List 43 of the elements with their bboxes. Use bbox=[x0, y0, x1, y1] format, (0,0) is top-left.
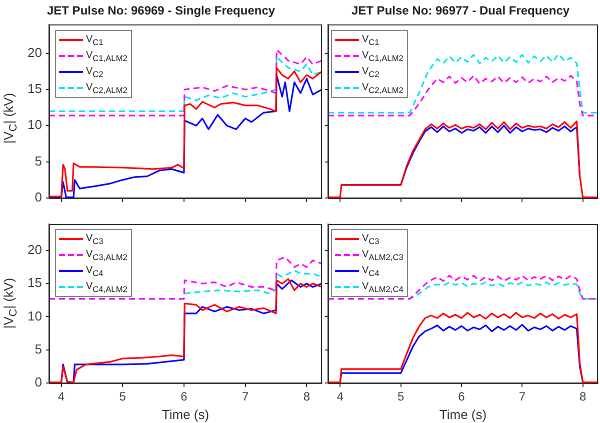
y-tick-label: 10 bbox=[28, 308, 42, 324]
line-series bbox=[49, 56, 322, 112]
x-tick-label: 7 bbox=[518, 390, 526, 404]
legend-label: V$_{C1}$ bbox=[362, 34, 380, 46]
y-tick-label: 5 bbox=[34, 341, 42, 356]
x-tick-label: 4 bbox=[336, 390, 344, 404]
x-tick-label: 7 bbox=[242, 390, 249, 404]
y-tick-label: 15 bbox=[28, 275, 42, 290]
legend-label: V$_{C3,ALM2}$ bbox=[86, 248, 128, 262]
x-tick-label: 6 bbox=[180, 390, 188, 404]
x-tick-label: 5 bbox=[397, 390, 404, 404]
legend-label: V$_{C2}$ bbox=[86, 66, 104, 78]
y-tick-label: 10 bbox=[28, 117, 42, 132]
legend-label: V$_{C3}$ bbox=[362, 232, 380, 246]
x-tick-label: 8 bbox=[303, 390, 310, 404]
line-series bbox=[49, 48, 322, 116]
x-axis-title: Time (s) bbox=[162, 406, 210, 422]
legend-label: V$_{C4,ALM2}$ bbox=[86, 280, 128, 294]
y-tick-label: 15 bbox=[28, 81, 42, 96]
x-tick-label: 6 bbox=[458, 390, 466, 404]
chart-title: JET Pulse No: 96977 - Dual Frequency bbox=[351, 4, 570, 18]
chart-title: JET Pulse No: 96969 - Single Frequency bbox=[46, 4, 276, 18]
legend-label: V$_{C2,ALM2}$ bbox=[362, 82, 404, 94]
legend-label: V$_{C3}$ bbox=[86, 232, 104, 246]
legend-label: V$_{C4}$ bbox=[362, 264, 380, 278]
y-tick-label: 5 bbox=[34, 153, 42, 168]
x-tick-label: 5 bbox=[119, 390, 126, 404]
legend-label: V$_{C2}$ bbox=[362, 66, 380, 78]
legend-label: V$_{C4}$ bbox=[86, 264, 104, 278]
y-tick-label: 20 bbox=[28, 242, 42, 258]
line-series bbox=[49, 256, 322, 300]
y-tick-label: 0 bbox=[34, 190, 42, 205]
y-tick-label: 0 bbox=[34, 374, 42, 390]
legend-label: V$_{C1,ALM2}$ bbox=[362, 50, 404, 62]
x-tick-label: 8 bbox=[579, 390, 586, 404]
legend-label: V$_{C2,ALM2}$ bbox=[86, 82, 128, 94]
legend-label: V$_{C1}$ bbox=[86, 34, 104, 46]
y-tick-label: 20 bbox=[28, 44, 42, 60]
x-axis-title: Time (s) bbox=[439, 406, 487, 422]
legend-label: V$_{ALM2,C4}$ bbox=[362, 280, 404, 294]
legend-label: V$_{ALM2,C3}$ bbox=[362, 248, 404, 262]
x-tick-label: 4 bbox=[58, 390, 65, 404]
legend-label: V$_{C1,ALM2}$ bbox=[86, 50, 128, 62]
